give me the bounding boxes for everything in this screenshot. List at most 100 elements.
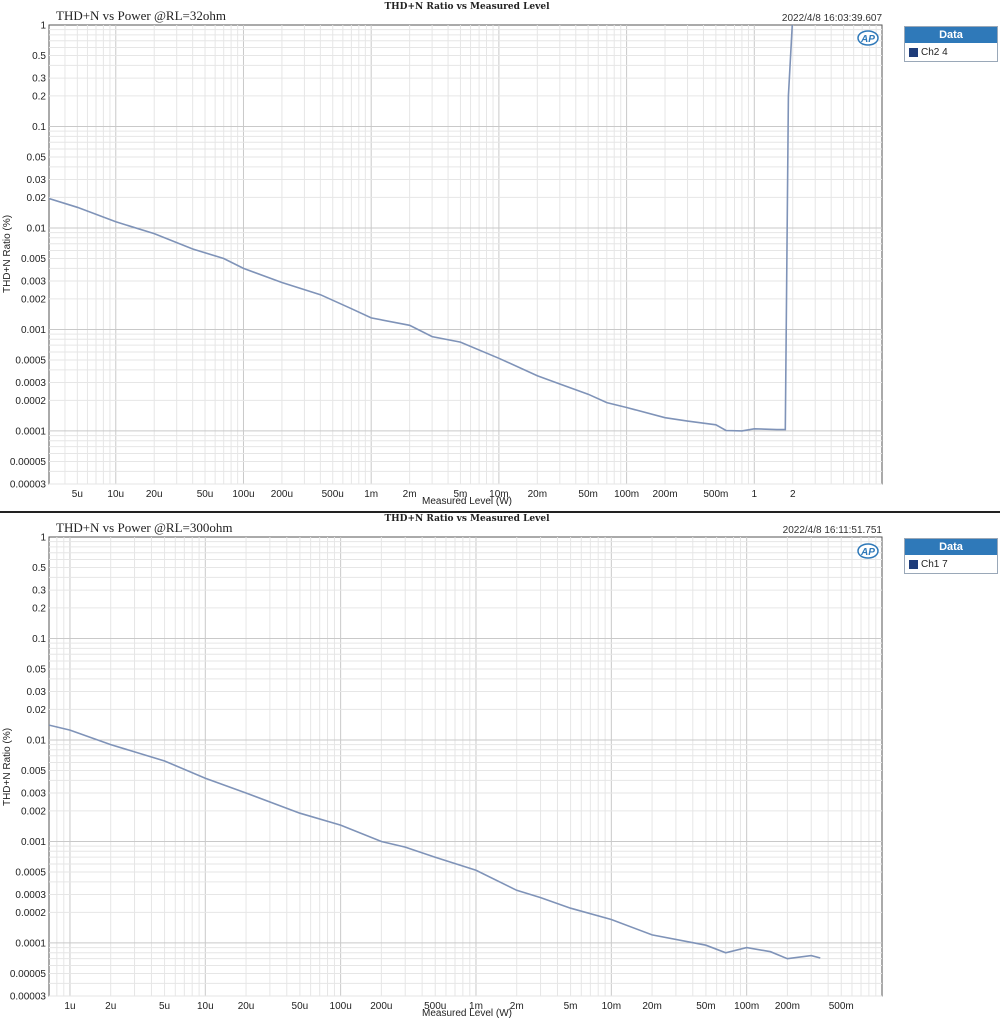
x-tick-label: 100m (614, 489, 639, 500)
x-tick-label: 10u (107, 489, 124, 500)
series-lines (49, 724, 821, 960)
legend-entry[interactable]: Ch2 4 (905, 43, 997, 61)
chart-timestamp: 2022/4/8 16:03:39.607 (782, 13, 883, 24)
x-tick-label: 5u (72, 489, 83, 500)
chart-title: THD+N Ratio vs Measured Level (384, 514, 550, 524)
y-tick-label: 0.05 (27, 665, 47, 676)
y-tick-label: 0.005 (21, 766, 46, 777)
y-tick-label: 0.5 (32, 51, 46, 62)
x-tick-label: 2m (403, 489, 417, 500)
x-tick-labels: 5u 10u 20u 50u 100u 200u 500u 1m 2m 5m 10m 20m 50m 10… (72, 489, 796, 500)
legend-series-suffix: 7 (942, 558, 948, 570)
x-tick-labels: 1u 2u 5u 10u 20u 50u 100u 200u 500u 1m 2m 5m 10m 20m 5… (64, 1001, 853, 1012)
x-tick-label: 10u (197, 1001, 214, 1012)
x-tick-label: 20m (642, 1001, 661, 1012)
x-tick-label: 200m (775, 1001, 800, 1012)
y-tick-label: 0.00005 (10, 969, 47, 980)
y-tick-labels: 1 0.5 0.3 0.2 0.1 0.05 0.03 0.02 0.01 0.005 0.003 0… (10, 21, 47, 491)
svg-text:AP: AP (860, 547, 875, 558)
chart-panel-300ohm: THD+N Ratio vs Measured Level THD+N vs P… (0, 512, 1000, 1024)
x-tick-label: 500u (322, 489, 344, 500)
svg-text:AP: AP (860, 34, 875, 45)
y-tick-label: 0.03 (27, 175, 47, 186)
ap-logo: AP (857, 30, 879, 46)
y-tick-label: 0.5 (32, 563, 46, 574)
y-tick-label: 0.3 (32, 74, 46, 85)
chart-subtitle: THD+N vs Power @RL=32ohm (56, 8, 226, 23)
y-axis-label: THD+N Ratio (%) (2, 215, 13, 293)
y-tick-label: 0.0003 (15, 378, 46, 389)
chart-title: THD+N Ratio vs Measured Level (384, 2, 550, 12)
x-tick-label: 5m (564, 1001, 578, 1012)
legend-entry[interactable]: Ch1 7 (905, 555, 997, 573)
y-tick-label: 0.01 (27, 223, 47, 234)
y-tick-label: 0.02 (27, 705, 47, 716)
grid (49, 25, 882, 485)
x-tick-label: 1 (752, 489, 758, 500)
x-tick-label: 5m (453, 489, 467, 500)
x-tick-label: 500m (703, 489, 728, 500)
ap-logo: AP (857, 543, 879, 559)
y-tick-label: 0.02 (27, 193, 47, 204)
legend-swatch (909, 47, 918, 57)
legend-title: Data (905, 539, 997, 555)
y-tick-label: 0.2 (32, 603, 46, 614)
y-tick-label: 0.03 (27, 687, 47, 698)
y-tick-label: 0.002 (21, 294, 46, 305)
x-tick-label: 20u (238, 1001, 255, 1012)
thd-chart-300ohm: THD+N Ratio vs Measured Level THD+N vs P… (2, 514, 883, 1019)
y-tick-label: 0.005 (21, 254, 46, 265)
x-axis-label: Measured Level (W) (422, 496, 512, 507)
chart-panel-32ohm: THD+N Ratio vs Measured Level THD+N vs P… (0, 0, 1000, 512)
x-tick-label: 1u (64, 1001, 75, 1012)
series-lines (49, 25, 794, 432)
thd-chart-32ohm: THD+N Ratio vs Measured Level THD+N vs P… (2, 2, 883, 507)
x-tick-label: 2 (790, 489, 796, 500)
x-tick-label: 200u (271, 489, 293, 500)
y-tick-label: 0.00005 (10, 457, 47, 468)
x-tick-label: 100m (734, 1001, 759, 1012)
y-tick-label: 0.0005 (15, 868, 46, 879)
legend: Data Ch1 7 (904, 538, 998, 574)
plot-area (48, 24, 883, 485)
y-axis-label: THD+N Ratio (%) (2, 728, 13, 806)
y-tick-label: 0.05 (27, 153, 47, 164)
y-tick-label: 0.001 (21, 325, 46, 336)
legend-series-name: Ch1 (921, 558, 940, 570)
plot-area (48, 536, 883, 997)
chart-timestamp: 2022/4/8 16:11:51.751 (783, 525, 883, 536)
x-tick-label: 200u (370, 1001, 392, 1012)
legend-series-suffix: 4 (942, 46, 948, 58)
series-line-ch1 (49, 724, 821, 960)
y-tick-label: 0.1 (32, 122, 46, 133)
y-tick-label: 0.0001 (15, 938, 46, 949)
y-tick-label: 0.00003 (10, 480, 47, 491)
x-axis-label: Measured Level (W) (422, 1008, 512, 1019)
legend-title: Data (905, 27, 997, 43)
y-tick-label: 0.2 (32, 91, 46, 102)
x-tick-label: 500u (424, 1001, 446, 1012)
y-tick-label: 0.00003 (10, 992, 47, 1003)
legend-swatch (909, 559, 918, 569)
y-tick-label: 1 (40, 533, 46, 544)
x-tick-label: 100u (232, 489, 254, 500)
x-tick-label: 1m (364, 489, 378, 500)
x-tick-label: 100u (330, 1001, 352, 1012)
series-line-ch2 (49, 25, 794, 432)
x-tick-label: 20m (528, 489, 547, 500)
x-tick-label: 500m (829, 1001, 854, 1012)
y-tick-label: 0.0001 (15, 426, 46, 437)
x-tick-label: 50u (292, 1001, 309, 1012)
x-tick-label: 20u (146, 489, 163, 500)
x-tick-label: 50m (696, 1001, 715, 1012)
x-tick-label: 2u (105, 1001, 116, 1012)
y-tick-labels: 1 0.5 0.3 0.2 0.1 0.05 0.03 0.02 0.01 0.005 0.003 0… (10, 533, 47, 1003)
y-tick-label: 0.002 (21, 806, 46, 817)
x-tick-label: 10m (602, 1001, 621, 1012)
x-tick-label: 50m (578, 489, 597, 500)
y-tick-label: 0.003 (21, 277, 46, 288)
y-tick-label: 0.0002 (15, 908, 46, 919)
x-tick-label: 1m (469, 1001, 483, 1012)
y-tick-label: 0.3 (32, 586, 46, 597)
y-tick-label: 0.01 (27, 735, 47, 746)
